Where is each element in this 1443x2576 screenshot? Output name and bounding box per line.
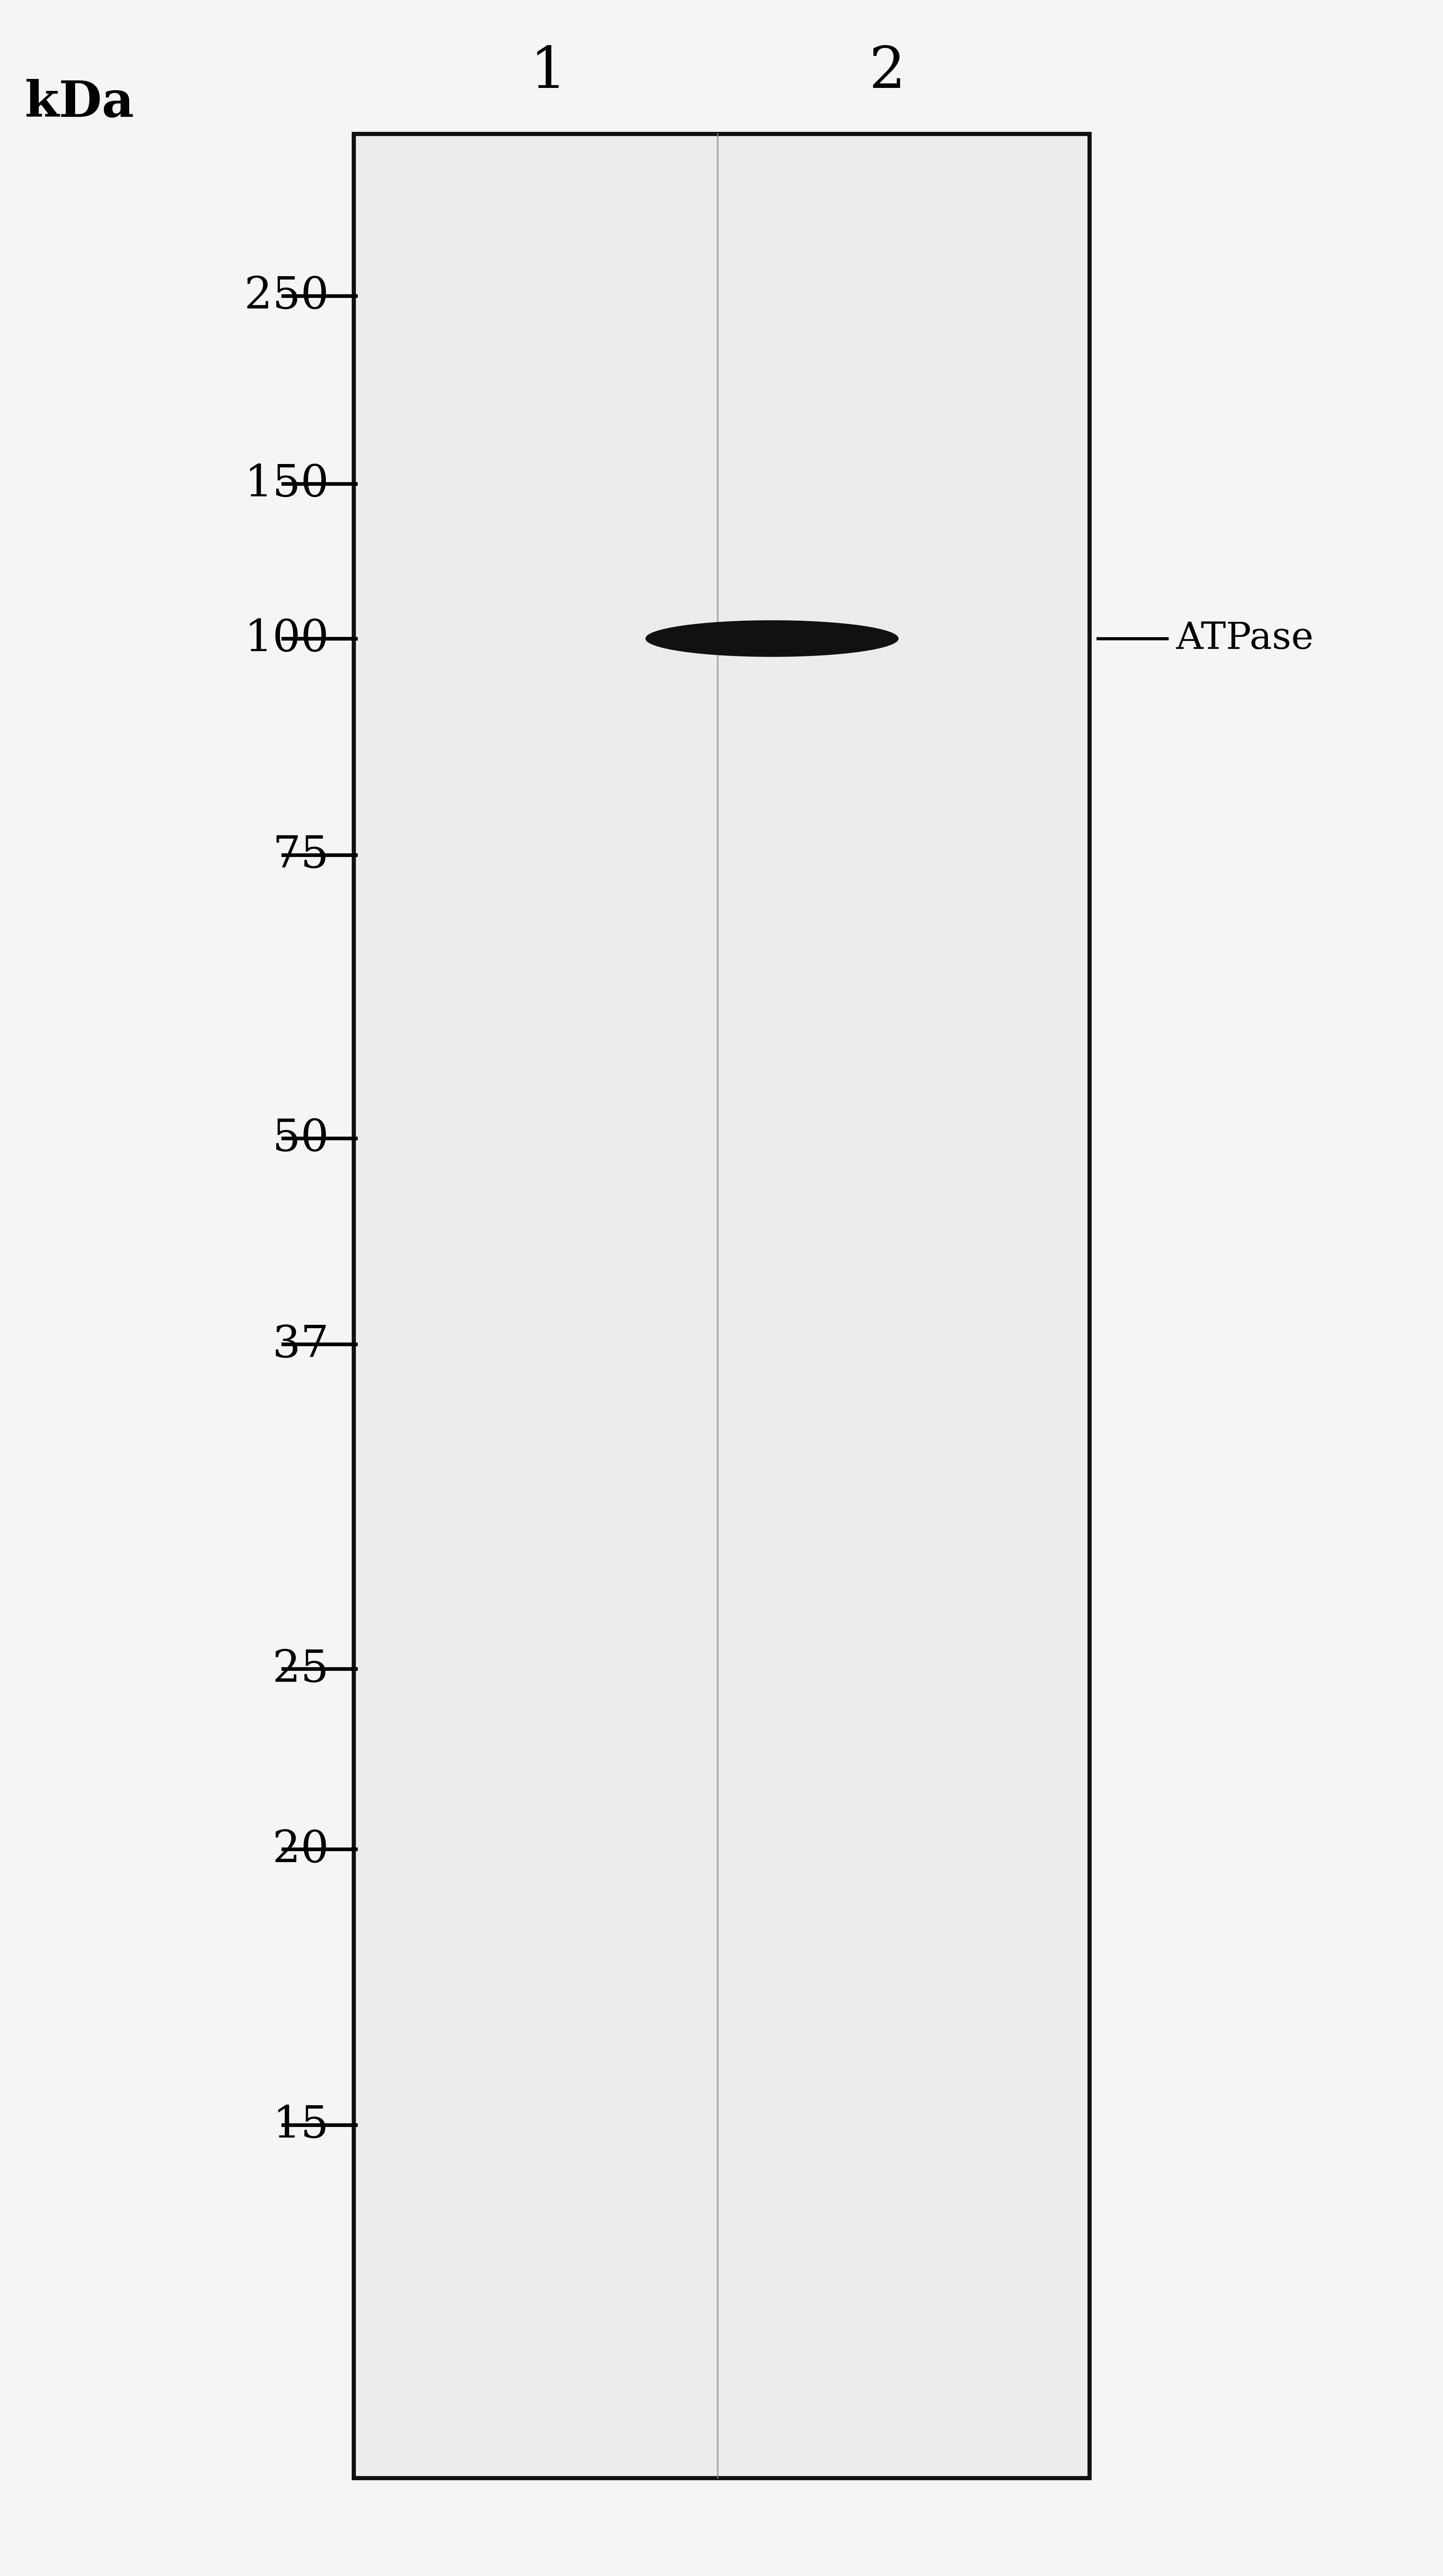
Text: 25: 25 [273, 1649, 329, 1690]
Text: 75: 75 [273, 835, 329, 876]
Text: 1: 1 [530, 44, 567, 100]
Text: 150: 150 [244, 464, 329, 505]
Ellipse shape [646, 621, 898, 657]
Text: 50: 50 [273, 1118, 329, 1159]
Bar [354, 134, 1089, 2478]
Text: ATPase: ATPase [1176, 621, 1313, 657]
Text: 100: 100 [244, 618, 329, 659]
Text: 37: 37 [273, 1324, 329, 1365]
Text: 15: 15 [273, 2105, 329, 2146]
Text: 2: 2 [869, 44, 906, 100]
Text: kDa: kDa [25, 80, 134, 126]
Text: 250: 250 [244, 276, 329, 317]
Text: 20: 20 [273, 1829, 329, 1870]
